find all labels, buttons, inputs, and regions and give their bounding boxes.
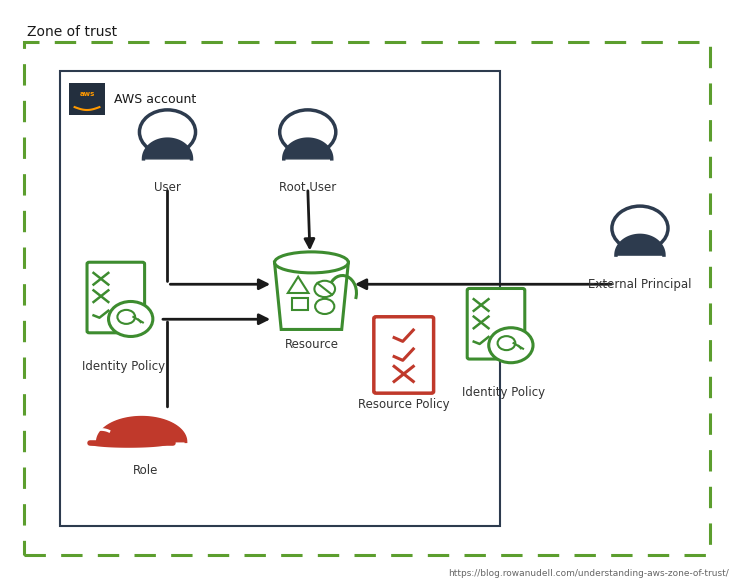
Text: External Principal: External Principal [588,278,691,291]
Text: https://blog.rowanudell.com/understanding-aws-zone-of-trust/: https://blog.rowanudell.com/understandin… [448,568,728,578]
Circle shape [279,110,336,154]
Polygon shape [288,277,308,293]
Bar [292,298,308,311]
Circle shape [315,299,334,314]
FancyBboxPatch shape [373,317,433,393]
Bar [24,42,710,556]
Bar [70,83,104,115]
Text: Identity Policy: Identity Policy [82,360,165,373]
Text: aws: aws [79,91,95,97]
Polygon shape [616,236,664,255]
Text: Resource: Resource [285,338,339,351]
Text: User: User [154,182,181,195]
Circle shape [139,110,196,154]
Circle shape [314,281,335,297]
Circle shape [612,206,668,250]
Polygon shape [274,263,348,329]
Circle shape [489,328,533,363]
Polygon shape [144,139,191,159]
Polygon shape [97,417,186,442]
FancyBboxPatch shape [468,288,525,359]
Text: Resource Policy: Resource Policy [358,398,450,411]
Text: Identity Policy: Identity Policy [462,386,545,399]
Text: Zone of trust: Zone of trust [27,25,117,39]
Text: Root User: Root User [279,182,336,195]
Circle shape [108,301,153,336]
Polygon shape [284,139,332,159]
Circle shape [498,336,515,350]
Ellipse shape [274,252,348,273]
Bar [61,71,499,526]
FancyBboxPatch shape [87,263,144,333]
Text: Role: Role [133,464,158,477]
Circle shape [117,310,135,324]
Text: AWS account: AWS account [113,93,196,105]
